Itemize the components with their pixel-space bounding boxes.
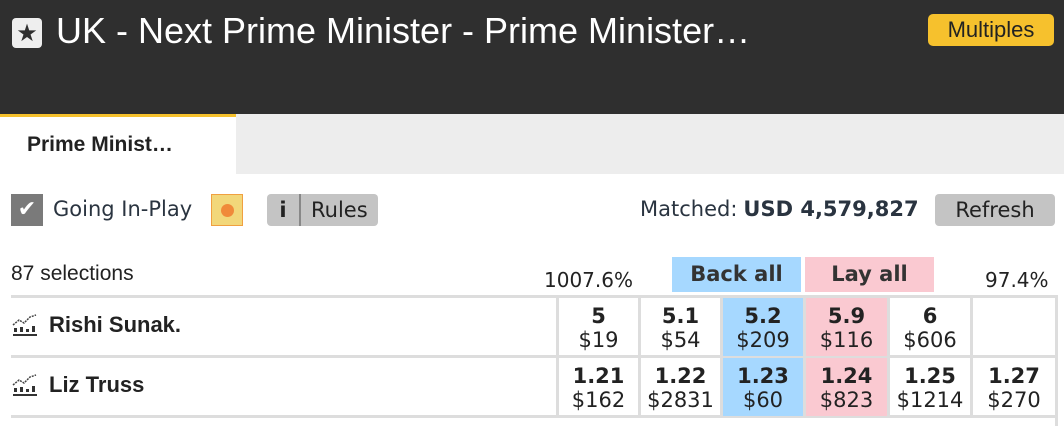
runner-row: Liz Truss bbox=[11, 372, 144, 398]
tab-bar: Prime Minist… bbox=[0, 114, 1064, 174]
lay-price-cell[interactable]: 1.25 $1214 bbox=[887, 358, 970, 416]
back-all-button[interactable]: Back all bbox=[672, 257, 801, 292]
back-overround: 1007.6% bbox=[544, 268, 633, 292]
lay-overround: 97.4% bbox=[985, 268, 1049, 292]
back-price-cell[interactable]: 5 $19 bbox=[556, 298, 638, 356]
info-icon: i bbox=[267, 194, 301, 226]
divider bbox=[11, 355, 1058, 358]
lay-price-cell[interactable]: 6 $606 bbox=[887, 298, 970, 356]
divider bbox=[1055, 295, 1058, 426]
divider bbox=[11, 415, 1058, 418]
divider bbox=[11, 295, 1058, 298]
runner-row: Rishi Sunak. bbox=[11, 312, 181, 338]
odds: 1.22 bbox=[654, 364, 707, 388]
back-price-cell[interactable]: 1.22 $2831 bbox=[638, 358, 720, 416]
size: $162 bbox=[571, 388, 626, 412]
odds: 6 bbox=[922, 304, 938, 328]
rules-button[interactable]: i Rules bbox=[267, 194, 378, 226]
size: $209 bbox=[736, 328, 790, 352]
market-header: ★ UK - Next Prime Minister - Prime Minis… bbox=[0, 0, 1064, 114]
odds: 5 bbox=[591, 304, 606, 328]
lay-price-cell[interactable]: 5.9 $116 bbox=[803, 298, 887, 356]
refresh-button[interactable]: Refresh bbox=[935, 194, 1055, 226]
size: $2831 bbox=[647, 388, 714, 412]
odds: 1.25 bbox=[904, 364, 956, 388]
market-title: UK - Next Prime Minister - Prime Ministe… bbox=[56, 10, 751, 51]
odds: 5.9 bbox=[827, 304, 866, 328]
rules-label: Rules bbox=[311, 198, 368, 222]
lay-all-button[interactable]: Lay all bbox=[805, 257, 934, 292]
odds: 1.23 bbox=[737, 364, 789, 388]
chart-icon[interactable] bbox=[11, 313, 39, 337]
size: $270 bbox=[987, 388, 1041, 412]
size: $60 bbox=[742, 388, 784, 412]
lay-price-cell[interactable]: 1.27 $270 bbox=[970, 358, 1055, 416]
matched-amount: Matched: USD 4,579,827 bbox=[640, 197, 919, 221]
size: $1214 bbox=[896, 388, 964, 412]
size: $54 bbox=[660, 328, 701, 352]
chart-icon[interactable] bbox=[11, 373, 39, 397]
size: $19 bbox=[578, 328, 619, 352]
odds: 1.27 bbox=[988, 364, 1040, 388]
matched-label: Matched: bbox=[640, 197, 738, 221]
odds: 5.2 bbox=[744, 304, 782, 328]
back-price-cell[interactable]: 5.1 $54 bbox=[638, 298, 720, 356]
odds: 5.1 bbox=[661, 304, 700, 328]
star-icon[interactable]: ★ bbox=[12, 18, 42, 48]
back-price-cell[interactable]: 5.2 $209 bbox=[720, 298, 803, 356]
going-inplay-checkbox[interactable]: ✔ bbox=[11, 194, 43, 226]
back-price-cell[interactable]: 1.23 $60 bbox=[720, 358, 803, 416]
going-inplay-label: Going In-Play bbox=[53, 197, 193, 221]
size: $823 bbox=[819, 388, 874, 412]
runner-name[interactable]: Rishi Sunak. bbox=[49, 312, 182, 337]
tab-prime-minister[interactable]: Prime Minist… bbox=[0, 114, 236, 174]
odds: 1.24 bbox=[820, 364, 873, 388]
size: $116 bbox=[819, 328, 874, 352]
live-indicator-icon bbox=[211, 194, 243, 226]
selections-count: 87 selections bbox=[11, 262, 134, 285]
matched-value: USD 4,579,827 bbox=[743, 197, 919, 221]
back-price-cell[interactable]: 1.21 $162 bbox=[556, 358, 638, 416]
lay-price-cell[interactable] bbox=[970, 298, 1055, 356]
size: $606 bbox=[903, 328, 957, 352]
odds: 1.21 bbox=[572, 364, 625, 388]
multiples-button[interactable]: Multiples bbox=[928, 14, 1054, 46]
lay-price-cell[interactable]: 1.24 $823 bbox=[803, 358, 887, 416]
runner-name[interactable]: Liz Truss bbox=[49, 372, 145, 397]
